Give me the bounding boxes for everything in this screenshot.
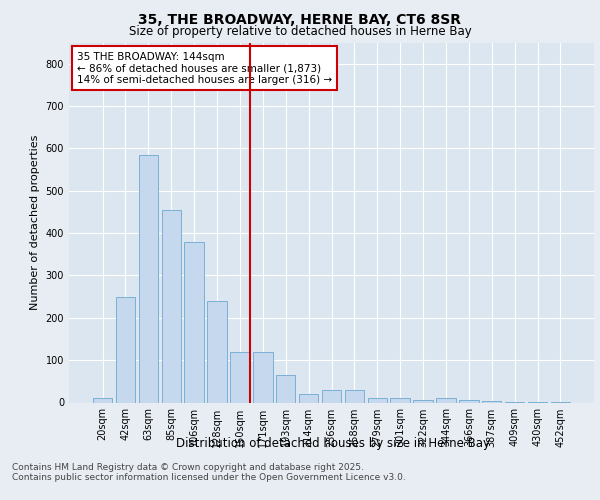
- Bar: [344, 390, 364, 402]
- Bar: [184, 242, 204, 402]
- Bar: [161, 210, 181, 402]
- Bar: [116, 296, 135, 403]
- Bar: [459, 400, 479, 402]
- Bar: [139, 154, 158, 402]
- Bar: [276, 375, 295, 402]
- Bar: [208, 301, 227, 402]
- Bar: [482, 401, 502, 402]
- Text: Size of property relative to detached houses in Herne Bay: Size of property relative to detached ho…: [128, 25, 472, 38]
- Text: Contains HM Land Registry data © Crown copyright and database right 2025.
Contai: Contains HM Land Registry data © Crown c…: [12, 462, 406, 482]
- Bar: [368, 398, 387, 402]
- Bar: [93, 398, 112, 402]
- Text: 35 THE BROADWAY: 144sqm
← 86% of detached houses are smaller (1,873)
14% of semi: 35 THE BROADWAY: 144sqm ← 86% of detache…: [77, 52, 332, 84]
- Bar: [230, 352, 250, 403]
- Bar: [391, 398, 410, 402]
- Bar: [253, 352, 272, 403]
- Y-axis label: Number of detached properties: Number of detached properties: [30, 135, 40, 310]
- Bar: [413, 400, 433, 402]
- Bar: [322, 390, 341, 402]
- Bar: [436, 398, 455, 402]
- Bar: [299, 394, 319, 402]
- Text: 35, THE BROADWAY, HERNE BAY, CT6 8SR: 35, THE BROADWAY, HERNE BAY, CT6 8SR: [139, 12, 461, 26]
- Text: Distribution of detached houses by size in Herne Bay: Distribution of detached houses by size …: [176, 438, 490, 450]
